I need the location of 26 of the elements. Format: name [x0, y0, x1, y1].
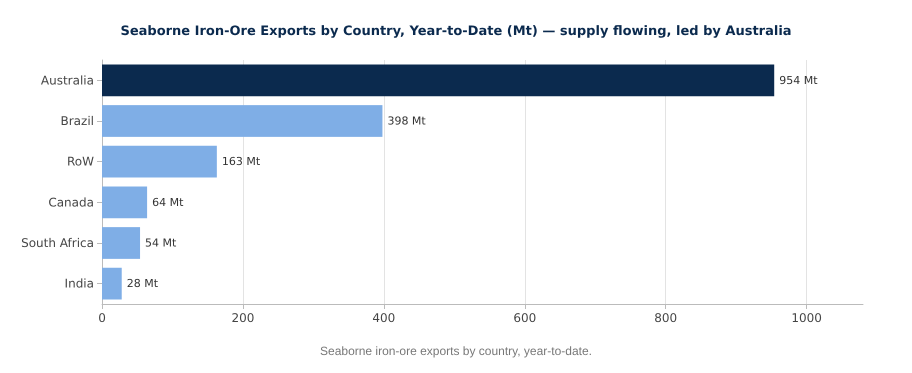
x-tick-label: 1000	[791, 311, 822, 325]
bar	[102, 146, 217, 178]
data-label: 64 Mt	[152, 196, 184, 209]
x-tick-label: 400	[372, 311, 396, 325]
data-label: 163 Mt	[222, 155, 261, 168]
bar	[102, 105, 382, 137]
y-tick-label: RoW	[66, 154, 94, 169]
y-tick-label: India	[64, 276, 94, 291]
bar	[102, 227, 140, 259]
y-tick-label: Brazil	[60, 114, 94, 128]
data-label: 54 Mt	[145, 236, 178, 250]
y-tick-label: Canada	[48, 195, 94, 210]
chart-title: Seaborne Iron-Ore Exports by Country, Year-to-Date (Mt) — supply flowing, led by Australia	[120, 24, 792, 39]
y-tick-label: Australia	[40, 73, 94, 88]
bar	[102, 268, 122, 300]
text: Seaborne iron-ore exports by country, year-to-date.	[320, 344, 592, 358]
y-tick-label: South Africa	[21, 236, 94, 250]
bar	[102, 186, 148, 218]
data-label: 398 Mt	[387, 114, 426, 128]
x-tick-label: 0	[98, 311, 106, 325]
data-label: 954 Mt	[779, 74, 818, 87]
x-tick-label: 800	[654, 311, 678, 325]
data-label: 28 Mt	[126, 277, 159, 290]
x-tick-label: 600	[513, 311, 536, 325]
bar	[102, 64, 774, 96]
x-tick-label: 200	[231, 311, 254, 325]
